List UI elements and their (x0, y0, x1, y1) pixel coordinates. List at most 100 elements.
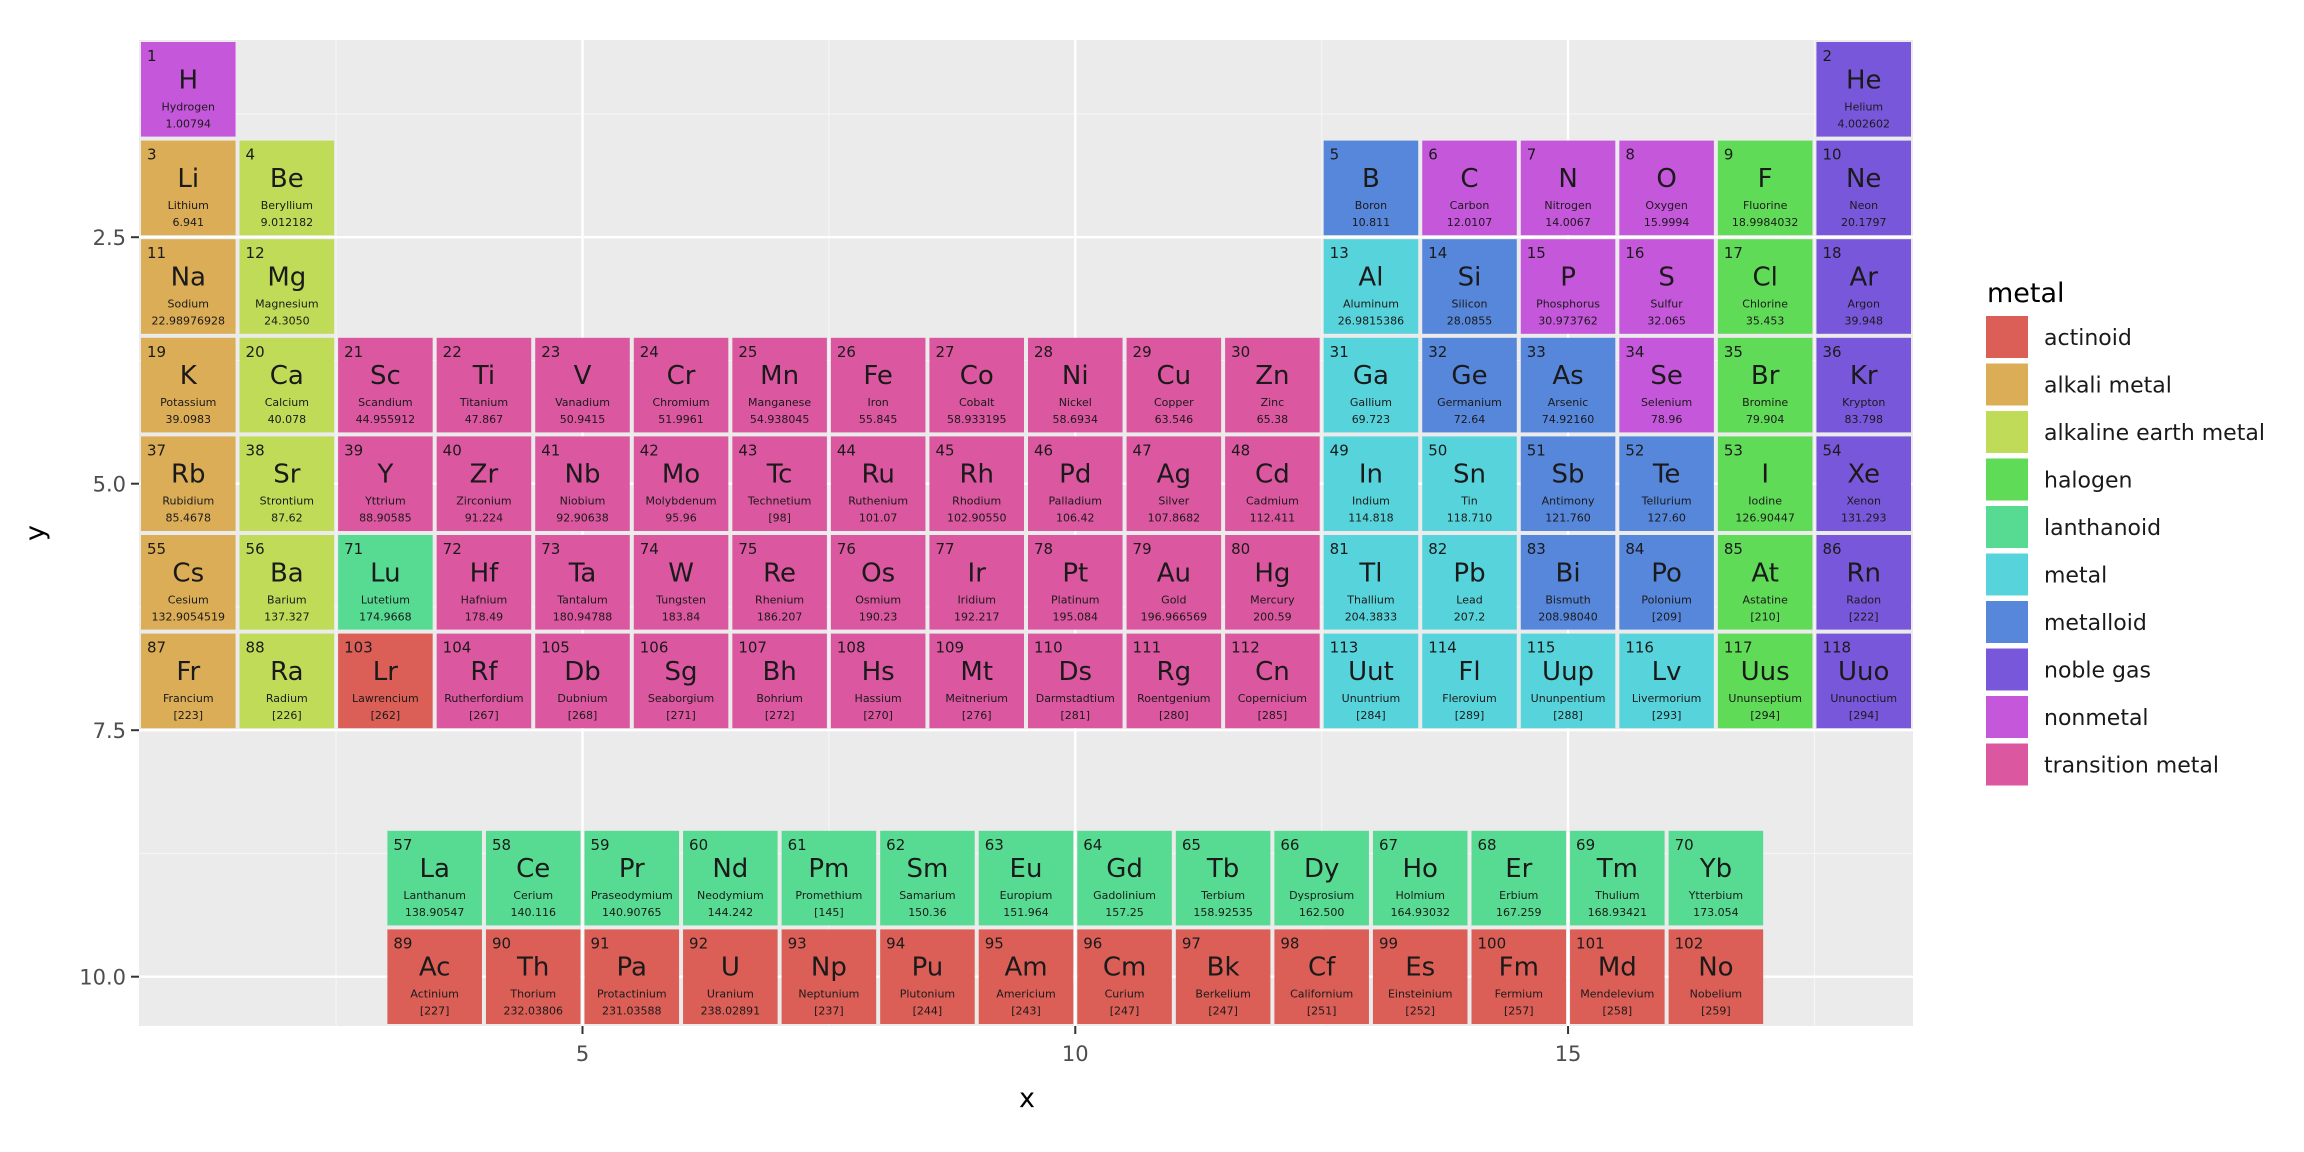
tile-fill (1520, 140, 1616, 236)
element-symbol: W (668, 558, 694, 588)
y-tick-label: 2.5 (93, 226, 126, 250)
element-name: Flerovium (1442, 692, 1496, 705)
element-tile-sc: 21 Sc Scandium 44.955912 (338, 337, 433, 433)
atomic-mass: [271] (666, 709, 696, 722)
atomic-number: 12 (246, 244, 265, 262)
element-tile-si: 14 Si Silicon 28.0855 (1422, 239, 1517, 334)
tile-fill (633, 633, 729, 729)
element-symbol: Po (1651, 558, 1682, 588)
element-symbol: Cn (1255, 657, 1290, 687)
legend-key (1986, 601, 2028, 643)
element-tile-xe: 54 Xe Xenon 131.293 (1816, 436, 1911, 531)
tile-fill (1323, 140, 1419, 236)
tile-fill (781, 830, 877, 926)
tile-fill (1520, 633, 1616, 729)
atomic-number: 14 (1428, 244, 1447, 262)
element-name: Neodymium (697, 889, 764, 902)
element-name: Neptunium (798, 988, 859, 1001)
tile-fill (633, 337, 729, 433)
atomic-number: 60 (689, 836, 708, 854)
element-tile-po: 84 Po Polonium [209] (1619, 535, 1714, 630)
atomic-mass: 24.3050 (264, 315, 310, 328)
tile-fill (535, 337, 630, 433)
element-symbol: Tc (766, 460, 793, 490)
element-symbol: Th (516, 953, 549, 983)
atomic-number: 8 (1625, 146, 1635, 164)
element-symbol: Co (960, 361, 994, 391)
atomic-number: 6 (1428, 146, 1438, 164)
atomic-number: 58 (492, 836, 511, 854)
tile-fill (1717, 436, 1813, 531)
x-axis: 5 10 15 (576, 1026, 1581, 1066)
tile-fill (1323, 436, 1419, 531)
atomic-number: 102 (1675, 934, 1704, 952)
element-name: Hydrogen (162, 100, 216, 113)
atomic-number: 69 (1576, 836, 1595, 854)
tile-fill (1570, 929, 1665, 1024)
atomic-mass: [210] (1750, 610, 1780, 623)
tile-fill (1717, 535, 1813, 630)
atomic-number: 13 (1330, 244, 1349, 262)
atomic-mass: [227] (420, 1005, 450, 1018)
element-name: Molybdenum (645, 495, 716, 508)
element-tile-cf: 98 Cf Californium [251] (1274, 929, 1369, 1024)
atomic-mass: 95.96 (665, 512, 697, 525)
atomic-mass: [288] (1553, 709, 1583, 722)
element-symbol: Zr (470, 460, 499, 490)
atomic-number: 103 (344, 639, 373, 657)
atomic-number: 114 (1428, 639, 1457, 657)
element-symbol: Pm (808, 854, 849, 884)
element-name: Argon (1847, 298, 1880, 311)
element-name: Polonium (1641, 593, 1691, 606)
element-name: Actinium (410, 988, 458, 1001)
atomic-number: 87 (147, 639, 166, 657)
element-symbol: Rb (171, 460, 206, 490)
element-symbol: Gd (1106, 854, 1143, 884)
element-tile-tc: 43 Tc Technetium [98] (732, 436, 827, 531)
atomic-mass: 44.955912 (356, 413, 416, 426)
atomic-number: 25 (738, 343, 757, 361)
element-symbol: Pt (1062, 558, 1088, 588)
element-symbol: Cu (1157, 361, 1192, 391)
element-tile-ni: 28 Ni Nickel 58.6934 (1028, 337, 1123, 433)
legend-label: metal (2044, 564, 2107, 589)
tile-fill (1816, 239, 1911, 334)
atomic-mass: 65.38 (1257, 413, 1289, 426)
atomic-number: 79 (1133, 540, 1152, 558)
x-tick-label: 10 (1062, 1042, 1089, 1066)
atomic-mass: 195.084 (1053, 610, 1099, 623)
element-name: Strontium (260, 495, 314, 508)
element-tile-hf: 72 Hf Hafnium 178.49 (436, 535, 532, 630)
atomic-mass: [209] (1652, 610, 1682, 623)
element-tile-re: 75 Re Rhenium 186.207 (732, 535, 827, 630)
element-name: Plutonium (900, 988, 955, 1001)
element-name: Thulium (1594, 889, 1639, 902)
element-name: Lithium (168, 199, 209, 212)
atomic-number: 9 (1724, 146, 1734, 164)
atomic-mass: 121.760 (1545, 512, 1591, 525)
element-tile-i: 53 I Iodine 126.90447 (1717, 436, 1813, 531)
element-name: Cerium (513, 889, 553, 902)
element-symbol: Ac (419, 953, 451, 983)
tile-fill (239, 535, 335, 630)
element-name: Fermium (1495, 988, 1543, 1001)
element-symbol: Ir (968, 558, 987, 588)
element-symbol: Mt (960, 657, 993, 687)
tile-fill (1668, 929, 1764, 1024)
atomic-mass: [247] (1110, 1005, 1140, 1018)
atomic-mass: 83.798 (1844, 413, 1883, 426)
element-name: Berkelium (1195, 988, 1250, 1001)
atomic-number: 93 (788, 934, 807, 952)
element-symbol: Lv (1652, 657, 1682, 687)
atomic-number: 88 (246, 639, 265, 657)
element-name: Lanthanum (403, 889, 466, 902)
element-name: Nickel (1059, 396, 1092, 409)
element-symbol: Cr (667, 361, 696, 391)
atomic-mass: 18.9984032 (1732, 216, 1798, 229)
